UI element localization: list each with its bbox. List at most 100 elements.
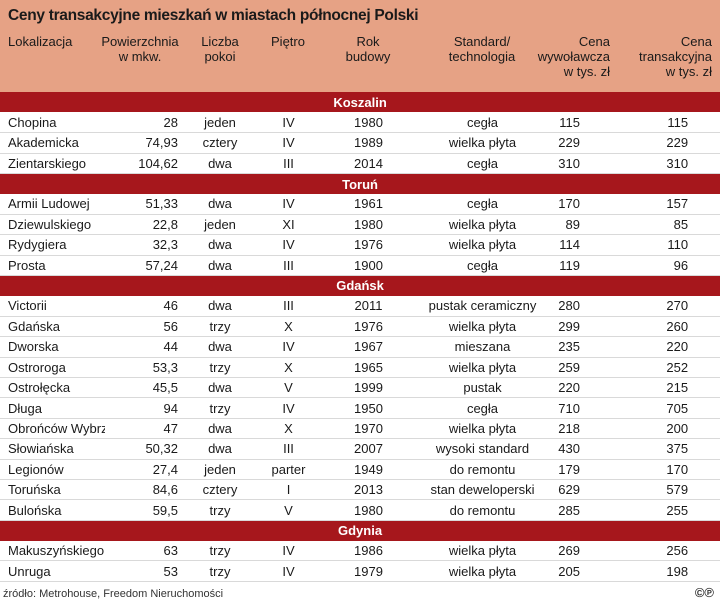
cell: Dziewulskiego <box>0 214 105 236</box>
cell: 53,3 <box>105 357 185 378</box>
column-header-line: Rok <box>356 34 380 49</box>
cell: 229 <box>550 132 610 154</box>
cell: Unruga <box>0 560 105 582</box>
cell: 51,33 <box>105 193 185 215</box>
column-header-line: w tys. zł <box>665 64 712 79</box>
cell: 2007 <box>322 438 415 460</box>
cell: 218 <box>550 418 610 440</box>
column-header-line: Powierzchnia <box>101 34 179 49</box>
cell: IV <box>255 397 322 419</box>
cell: 1950 <box>322 397 415 419</box>
cell: jeden <box>185 459 255 480</box>
column-header-line: wywoławcza <box>537 49 610 64</box>
cell: IV <box>255 540 322 562</box>
cell: 89 <box>550 214 610 236</box>
cell: Dworska <box>0 336 105 358</box>
cell: wielka płyta <box>415 316 550 338</box>
cell: wielka płyta <box>415 560 550 582</box>
cell: wysoki standard <box>415 438 550 460</box>
cell: 1961 <box>322 193 415 215</box>
city-row: Koszalin <box>0 92 720 113</box>
cell: 63 <box>105 540 185 562</box>
cell: 104,62 <box>105 153 185 175</box>
column-header: Standard/technologia <box>422 34 542 64</box>
cell: 50,32 <box>105 438 185 460</box>
cell: 310 <box>610 153 720 175</box>
cell: trzy <box>185 560 255 582</box>
data-row: Prosta 57,24 dwa III 1900 cegła 119 96 <box>0 255 720 277</box>
column-header: Cena wywoławcza w tys. zł <box>538 34 610 79</box>
cell: dwa <box>185 438 255 460</box>
data-row: Armii Ludowej 51,33 dwa IV 1961 cegła 170 157 <box>0 193 720 215</box>
cell: 96 <box>610 255 720 277</box>
cell: wielka płyta <box>415 234 550 256</box>
cell: dwa <box>185 193 255 215</box>
cell: 220 <box>610 336 720 358</box>
cell: cegła <box>415 112 550 134</box>
data-row: Zientarskiego 104,62 dwa III 2014 cegła 310 310 <box>0 153 720 175</box>
cell: mieszana <box>415 336 550 358</box>
cell: trzy <box>185 397 255 419</box>
logo: ©℗ <box>694 585 714 600</box>
column-header: Powierzchnia w mkw. <box>80 34 200 64</box>
column-header: Liczba pokoi <box>160 34 280 64</box>
data-row: Akademicka 74,93 cztery IV 1989 wielka płyta 2… <box>0 132 720 154</box>
cell: 259 <box>550 357 610 378</box>
cell: jeden <box>185 112 255 134</box>
cell: 179 <box>550 459 610 480</box>
cell: 2013 <box>322 479 415 501</box>
column-header-line: budowy <box>345 49 391 64</box>
cell: V <box>255 377 322 399</box>
data-row: Słowiańska 50,32 dwa III 2007 wysoki standard… <box>0 438 720 460</box>
header-band: Ceny transakcyjne mieszkań w miastach pó… <box>0 0 720 92</box>
cell: trzy <box>185 499 255 521</box>
cell: 310 <box>550 153 610 175</box>
cell: wielka płyta <box>415 357 550 378</box>
cell: cegła <box>415 397 550 419</box>
cell: dwa <box>185 234 255 256</box>
column-header-line: Standard/ <box>453 34 511 49</box>
cell: 260 <box>610 316 720 338</box>
column-header-line: w mkw. <box>118 49 162 64</box>
cell: X <box>255 316 322 338</box>
cell: 2011 <box>322 295 415 317</box>
cell: 57,24 <box>105 255 185 277</box>
cell: 375 <box>610 438 720 460</box>
column-header-line: Piętro <box>271 34 305 49</box>
column-header: Rok budowy <box>308 34 428 64</box>
cell: 1986 <box>322 540 415 562</box>
column-headers: Lokalizacja Powierzchnia w mkw. Liczba pokoi… <box>0 34 720 90</box>
cell: cegła <box>415 153 550 175</box>
column-header: Cena transakcyjna w tys. zł <box>639 34 712 79</box>
cell: Ostroroga <box>0 357 105 378</box>
data-row: Makuszyńskiego 63 trzy IV 1986 wielka płyta 26… <box>0 540 720 562</box>
city-row: Toruń <box>0 173 720 194</box>
cell: wielka płyta <box>415 418 550 440</box>
cell: cegła <box>415 193 550 215</box>
cell: dwa <box>185 418 255 440</box>
cell: IV <box>255 336 322 358</box>
cell: wielka płyta <box>415 132 550 154</box>
cell: Słowiańska <box>0 438 105 460</box>
price-table: Koszalin Chopina 28 jeden IV 1980 cegła 115 115 A… <box>0 92 720 582</box>
cell: dwa <box>185 295 255 317</box>
data-row: Chopina 28 jeden IV 1980 cegła 115 115 <box>0 112 720 134</box>
cell: IV <box>255 132 322 154</box>
cell: 115 <box>610 112 720 134</box>
cell: wielka płyta <box>415 540 550 562</box>
data-row: Rydygiera 32,3 dwa IV 1976 wielka płyta 114 110 <box>0 234 720 256</box>
cell: 157 <box>610 193 720 215</box>
cell: wielka płyta <box>415 214 550 236</box>
column-header: Piętro <box>228 34 348 49</box>
cell: 1976 <box>322 316 415 338</box>
cell: Legionów <box>0 459 105 480</box>
data-row: Dworska 44 dwa IV 1967 mieszana 235 220 <box>0 336 720 358</box>
cell: Toruńska <box>0 479 105 501</box>
cell: 1980 <box>322 112 415 134</box>
cell: Długa <box>0 397 105 419</box>
cell: 170 <box>610 459 720 480</box>
cell: 94 <box>105 397 185 419</box>
cell: jeden <box>185 214 255 236</box>
cell: Chopina <box>0 112 105 134</box>
cell: Bulońska <box>0 499 105 521</box>
